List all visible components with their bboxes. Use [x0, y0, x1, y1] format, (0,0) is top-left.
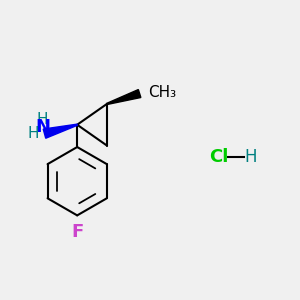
Text: H: H	[244, 148, 257, 166]
Text: Cl: Cl	[209, 148, 229, 166]
Text: H: H	[28, 126, 39, 141]
Text: N: N	[35, 118, 50, 136]
Text: F: F	[71, 223, 83, 241]
Polygon shape	[107, 90, 141, 104]
Text: H: H	[37, 112, 48, 128]
Text: CH₃: CH₃	[148, 85, 176, 100]
Polygon shape	[43, 124, 77, 138]
